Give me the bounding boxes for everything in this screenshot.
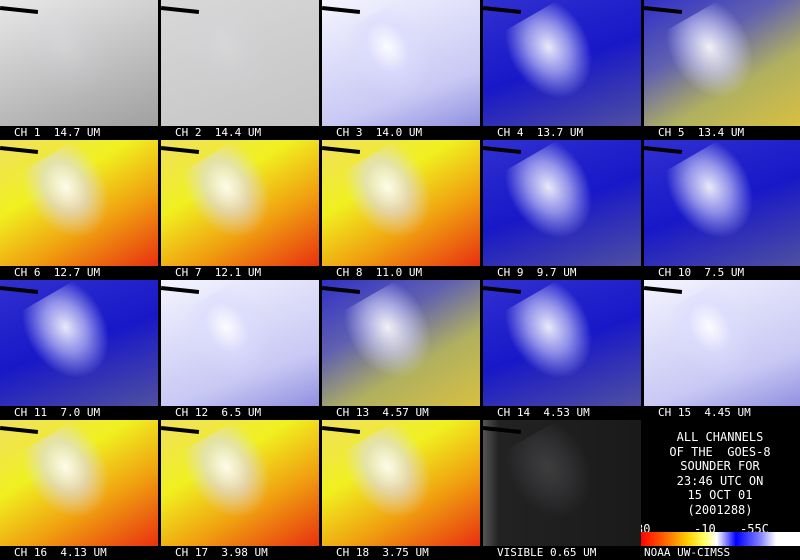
channel-panel: CH 6 12.7 UM <box>0 140 158 280</box>
channel-panel: CH 15 4.45 UM <box>644 280 800 420</box>
channel-label: CH 11 7.0 UM <box>14 406 101 419</box>
info-line: 23:46 UTC ON <box>676 473 764 488</box>
channel-panel: CH 3 14.0 UM <box>322 0 480 140</box>
channel-label: CH 15 4.45 UM <box>658 406 751 419</box>
channel-label: CH 5 13.4 UM <box>658 126 745 139</box>
channel-panel: CH 13 4.57 UM <box>322 280 480 420</box>
info-line: 15 OCT 01 <box>687 488 753 502</box>
credit: NOAA UW-CIMSS <box>640 546 784 559</box>
channel-label: CH 13 4.57 UM <box>336 406 429 419</box>
channel-image <box>161 280 319 406</box>
channel-label: CH 9 9.7 UM <box>497 266 577 279</box>
channel-image <box>483 140 641 266</box>
channel-image <box>644 280 800 406</box>
channel-panel: CH 12 6.5 UM <box>161 280 319 420</box>
info-line: OF THE GOES-8 <box>669 444 771 459</box>
channel-label: CH 16 4.13 UM <box>14 546 107 559</box>
channel-image <box>161 140 319 266</box>
channel-panel: CH 11 7.0 UM <box>0 280 158 420</box>
info-line: ALL CHANNELS <box>676 430 764 444</box>
channel-label: CH 17 3.98 UM <box>175 546 268 559</box>
channel-image <box>644 0 800 126</box>
info-line: (2001288) <box>687 502 753 517</box>
channel-image <box>483 0 641 126</box>
channel-image <box>483 420 641 546</box>
channel-panel: CH 1 14.7 UM <box>0 0 158 140</box>
channel-panel: CH 9 9.7 UM <box>483 140 641 280</box>
channel-panel: CH 10 7.5 UM <box>644 140 800 280</box>
channel-panel: CH 14 4.53 UM <box>483 280 641 420</box>
channel-label: CH 4 13.7 UM <box>497 126 584 139</box>
info-line: SOUNDER FOR <box>680 459 760 473</box>
channel-image <box>483 280 641 406</box>
channel-label: CH 7 12.1 UM <box>175 266 262 279</box>
channel-label: CH 12 6.5 UM <box>175 406 262 419</box>
channel-panel: CH 8 11.0 UM <box>322 140 480 280</box>
channel-label: VISIBLE 0.65 UM <box>497 546 597 559</box>
channel-label: CH 6 12.7 UM <box>14 266 101 279</box>
channel-label: CH 8 11.0 UM <box>336 266 423 279</box>
channel-label: CH 2 14.4 UM <box>175 126 262 139</box>
channel-panel: CH 2 14.4 UM <box>161 0 319 140</box>
channel-panel: CH 16 4.13 UM <box>0 420 158 560</box>
channel-panel: VISIBLE 0.65 UM <box>483 420 641 560</box>
channel-image <box>0 420 158 546</box>
channel-label: CH 3 14.0 UM <box>336 126 423 139</box>
channel-image <box>0 140 158 266</box>
channel-panel: CH 4 13.7 UM <box>483 0 641 140</box>
channel-label: CH 14 4.53 UM <box>497 406 590 419</box>
channel-panel: CH 18 3.75 UM <box>322 420 480 560</box>
info-panel: ALL CHANNELS OF THE GOES-8 SOUNDER FOR 2… <box>636 420 800 560</box>
channel-image <box>0 280 158 406</box>
channel-panel: CH 5 13.4 UM <box>644 0 800 140</box>
channel-label: CH 10 7.5 UM <box>658 266 745 279</box>
channel-image <box>161 0 319 126</box>
channel-image <box>322 140 480 266</box>
colorbar <box>640 532 800 546</box>
channel-image <box>161 420 319 546</box>
channel-image <box>322 0 480 126</box>
channel-label: CH 18 3.75 UM <box>336 546 429 559</box>
channel-panel: CH 17 3.98 UM <box>161 420 319 560</box>
channel-label: CH 1 14.7 UM <box>14 126 101 139</box>
channel-image <box>322 280 480 406</box>
channel-image <box>0 0 158 126</box>
channel-panel: CH 7 12.1 UM <box>161 140 319 280</box>
channel-image <box>322 420 480 546</box>
channel-image <box>644 140 800 266</box>
